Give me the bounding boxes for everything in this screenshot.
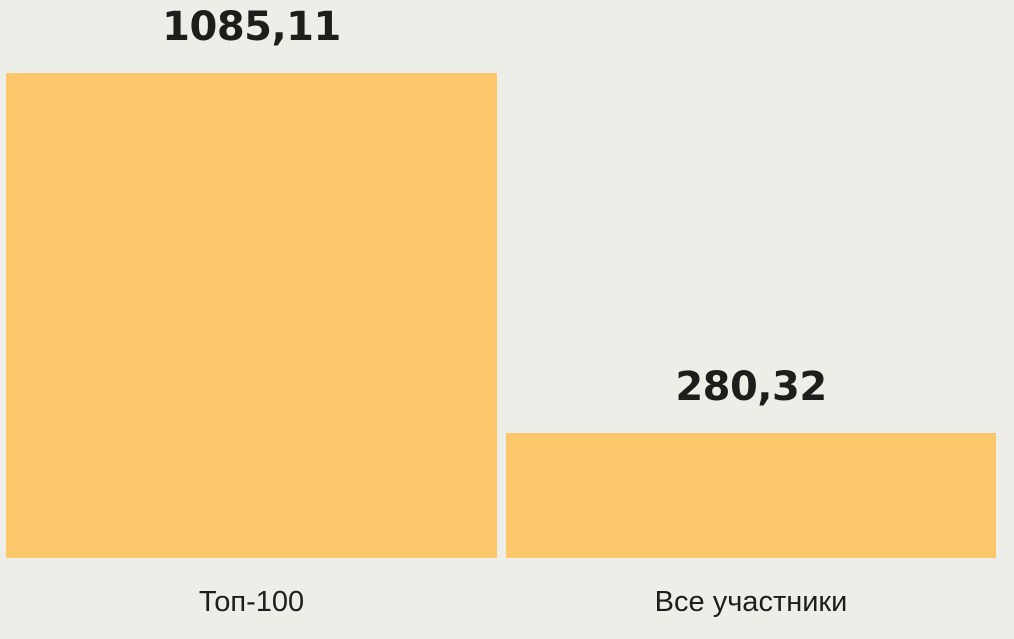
bar-column-top100: 1085,11 Топ-100 bbox=[6, 0, 497, 639]
category-label-all-participants: Все участники bbox=[654, 586, 848, 618]
bar-top100 bbox=[6, 73, 497, 558]
value-label-top100: 1085,11 bbox=[162, 4, 341, 50]
category-label-top100: Топ-100 bbox=[198, 586, 305, 618]
value-label-all-participants: 280,32 bbox=[675, 364, 827, 410]
bar-all-participants bbox=[506, 433, 996, 558]
bar-column-all-participants: 280,32 Все участники bbox=[506, 0, 996, 639]
